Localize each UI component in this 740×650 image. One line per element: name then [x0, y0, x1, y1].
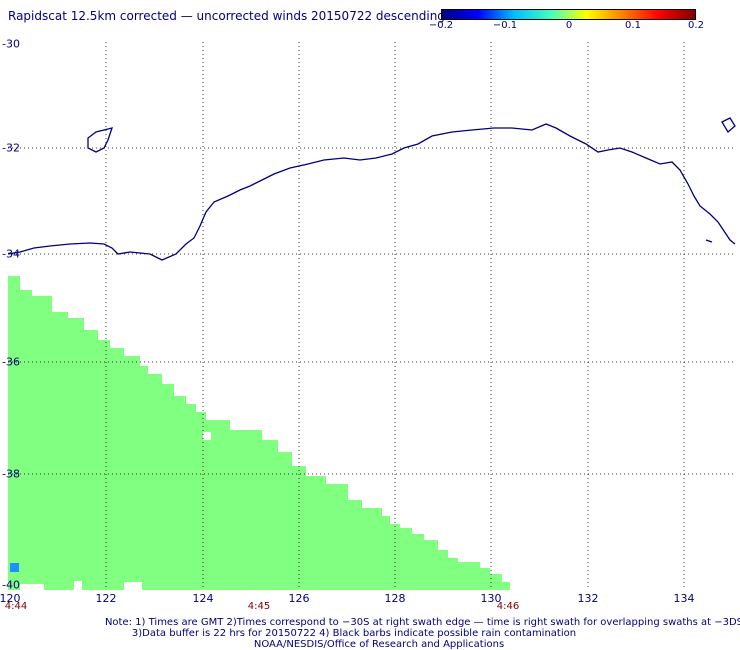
- lon-label: 126: [288, 592, 310, 605]
- lat-label: -32: [2, 141, 20, 155]
- footnote-line: Note: 1) Times are GMT 2)Times correspon…: [104, 617, 740, 628]
- colorbar-tick-label: 0.2: [688, 20, 704, 31]
- footnote-line: 3)Data buffer is 22 hrs for 20150722 4) …: [131, 628, 577, 639]
- wind-spot: [10, 563, 19, 572]
- swath-gap: [124, 582, 142, 590]
- map-grid: [8, 42, 735, 590]
- colorbar: [441, 9, 696, 20]
- lat-label: -36: [2, 355, 20, 369]
- lat-label: -34: [2, 247, 20, 261]
- swath-gap: [74, 581, 82, 590]
- time-label: 4:44: [4, 601, 28, 612]
- wind-swath: [8, 276, 510, 590]
- swath-gap: [20, 584, 44, 590]
- colorbar-tick-label: −0.2: [428, 20, 454, 31]
- lon-label: 122: [95, 592, 117, 605]
- colorbar-tick-label: 0: [565, 20, 573, 31]
- coastline: [7, 117, 736, 261]
- lon-label: 134: [673, 592, 695, 605]
- lat-label: -40: [2, 578, 20, 592]
- lon-label: 128: [384, 592, 406, 605]
- lon-label: 132: [577, 592, 599, 605]
- swath-gap: [203, 432, 211, 440]
- lon-label: 124: [192, 592, 214, 605]
- lon-label: 120: [0, 592, 21, 605]
- lat-label: -38: [2, 467, 20, 481]
- footnote-line: NOAA/NESDIS/Office of Research and Appli…: [253, 639, 505, 650]
- time-label: 4:46: [496, 601, 520, 612]
- time-label: 4:45: [247, 601, 271, 612]
- lat-label: -30: [2, 37, 20, 51]
- colorbar-tick-label: −0.1: [492, 20, 518, 31]
- colorbar-tick-label: 0.1: [625, 20, 641, 31]
- map-title: Rapidscat 12.5km corrected — uncorrected…: [8, 9, 445, 23]
- lon-label: 130: [480, 592, 502, 605]
